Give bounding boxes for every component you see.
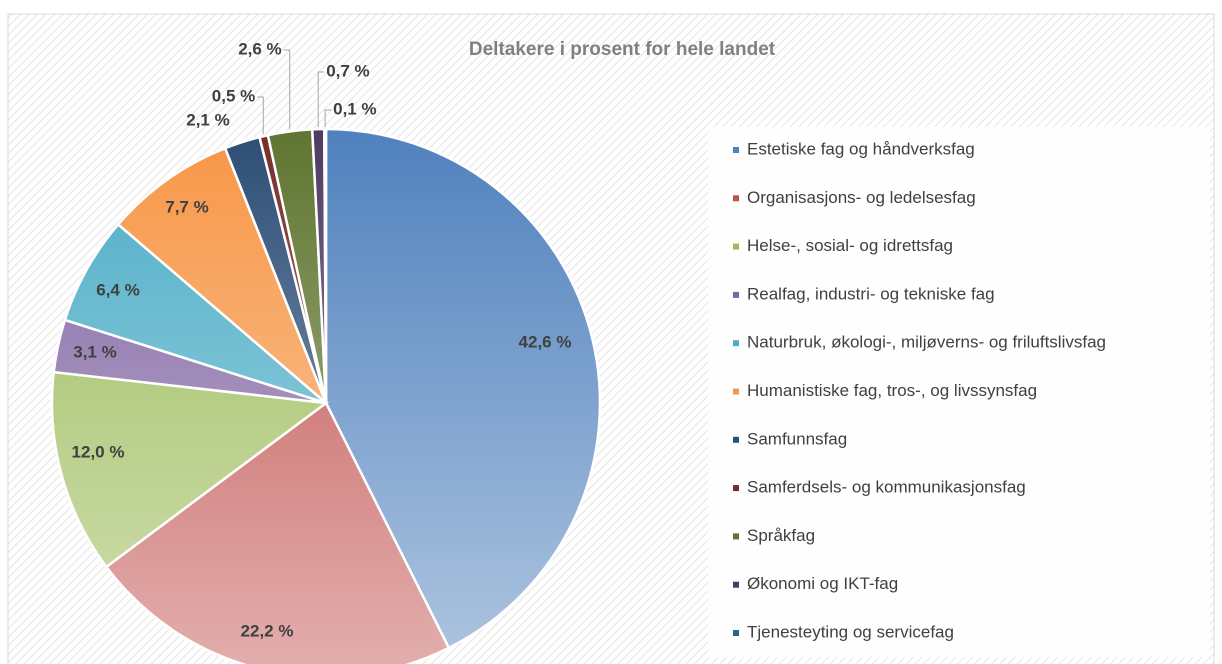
legend-label: Helse-, sosial- og idrettsfag bbox=[747, 236, 953, 255]
legend-swatch bbox=[733, 340, 739, 347]
chart-title: Deltakere i prosent for hele landet bbox=[469, 39, 776, 60]
leader-line bbox=[317, 71, 325, 128]
legend-label: Estetiske fag og håndverksfag bbox=[747, 139, 975, 158]
legend-label: Tjenesteyting og servicefag bbox=[747, 622, 954, 641]
pie-slice bbox=[104, 401, 451, 664]
pie-slice bbox=[323, 127, 328, 404]
legend-swatch bbox=[733, 195, 739, 202]
pie-slice bbox=[50, 370, 330, 569]
legend-label: Realfag, industri- og tekniske fag bbox=[747, 284, 995, 303]
legend-swatch bbox=[733, 147, 739, 153]
legend-label: Samferdsels- og kommunikasjonsfag bbox=[747, 478, 1026, 497]
legend-label: Økonomi og IKT-fag bbox=[747, 574, 898, 593]
legend-swatch bbox=[733, 533, 739, 540]
legend-label: Naturbruk, økologi-, miljøverns- og fril… bbox=[747, 333, 1106, 352]
leader-line bbox=[257, 96, 264, 135]
data-label: 7,7 % bbox=[165, 197, 208, 216]
legend-swatch bbox=[733, 388, 739, 395]
data-label: 0,1 % bbox=[333, 99, 376, 118]
legend-swatch bbox=[733, 485, 739, 492]
data-label: 2,6 % bbox=[238, 39, 281, 58]
legend-label: Samfunnsfag bbox=[747, 429, 847, 448]
leader-line bbox=[283, 49, 291, 130]
data-label: 0,5 % bbox=[212, 86, 255, 105]
legend-swatch bbox=[733, 630, 739, 636]
data-label: 6,4 % bbox=[96, 280, 139, 299]
data-label: 42,6 % bbox=[519, 332, 572, 351]
legend-label: Organisasjons- og ledelsesfag bbox=[747, 188, 976, 207]
pie-slice bbox=[116, 146, 328, 404]
pie-slice bbox=[324, 127, 602, 650]
data-label: 22,2 % bbox=[241, 621, 294, 640]
legend-label: Språkfag bbox=[747, 526, 815, 545]
legend-swatch bbox=[733, 243, 739, 250]
data-label: 0,7 % bbox=[326, 61, 369, 80]
legend-swatch bbox=[733, 291, 739, 298]
legend-box bbox=[708, 127, 1210, 657]
legend-swatch bbox=[733, 581, 739, 588]
data-label: 2,1 % bbox=[186, 110, 229, 129]
data-label: 12,0 % bbox=[72, 442, 125, 461]
leader-line bbox=[324, 109, 332, 128]
legend-label: Humanistiske fag, tros-, og livssynsfag bbox=[747, 381, 1037, 400]
legend-swatch bbox=[733, 436, 739, 443]
data-label: 3,1 % bbox=[73, 342, 116, 361]
